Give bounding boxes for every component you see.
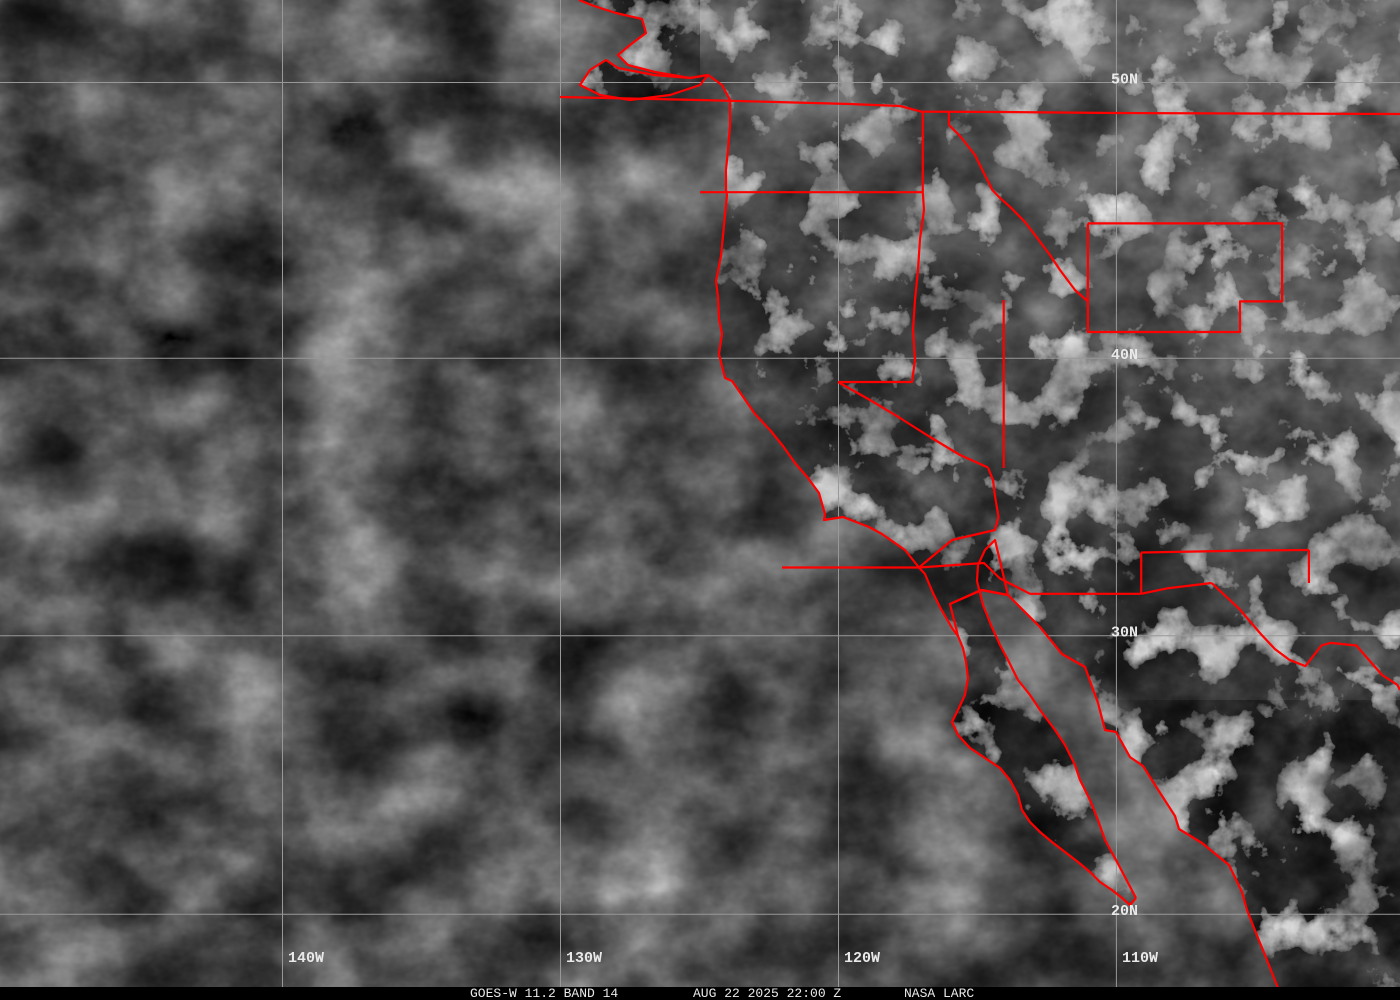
svg-text:40N: 40N: [1111, 347, 1138, 364]
svg-text:NASA LARC: NASA LARC: [904, 986, 974, 1000]
svg-text:30N: 30N: [1111, 625, 1138, 642]
svg-text:50N: 50N: [1111, 72, 1138, 89]
svg-text:140W: 140W: [288, 950, 324, 967]
svg-text:20N: 20N: [1111, 903, 1138, 920]
svg-text:AUG 22 2025 22:00 Z: AUG 22 2025 22:00 Z: [693, 986, 841, 1000]
svg-text:GOES-W 11.2 BAND 14: GOES-W 11.2 BAND 14: [470, 986, 618, 1000]
svg-text:130W: 130W: [566, 950, 602, 967]
svg-text:120W: 120W: [844, 950, 880, 967]
svg-text:110W: 110W: [1122, 950, 1158, 967]
